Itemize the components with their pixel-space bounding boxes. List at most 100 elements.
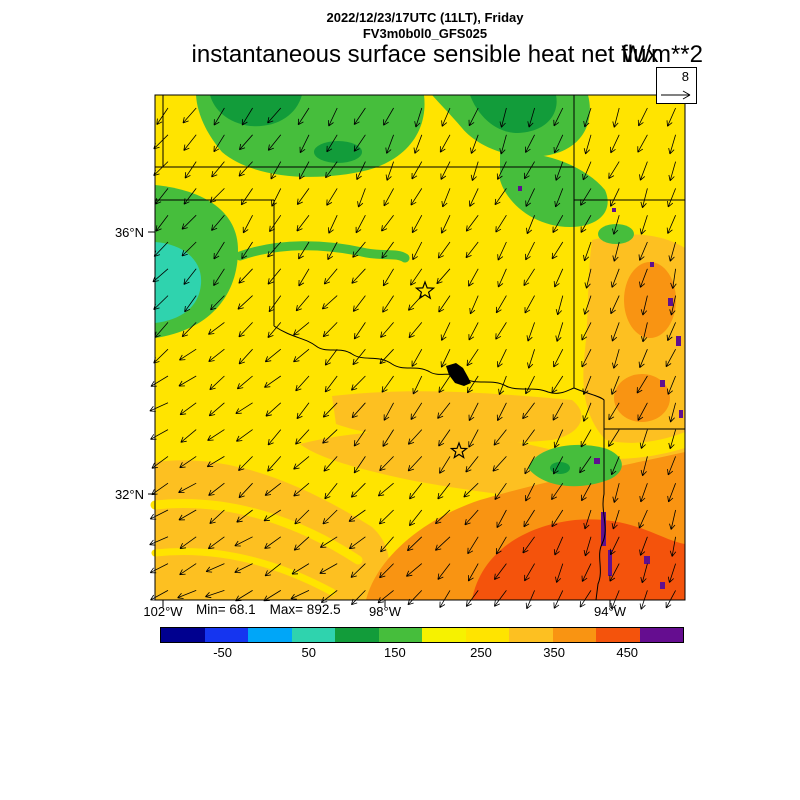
wind-arrow (183, 188, 197, 205)
wind-arrow (380, 322, 394, 338)
wind-arrow (470, 161, 479, 181)
wind-arrow (299, 161, 310, 180)
wind-arrow (582, 375, 592, 395)
wind-arrow (210, 295, 225, 311)
wind-arrow (495, 214, 507, 233)
wind-arrow (150, 429, 169, 440)
wind-arrow (235, 590, 253, 602)
wind-arrow (234, 536, 253, 547)
wind-arrow (382, 268, 394, 287)
wind-arrow (522, 536, 535, 554)
wind-arrow (553, 429, 564, 449)
wind-arrow (497, 241, 507, 261)
wind-arrow (209, 509, 225, 524)
wind-arrow (319, 536, 338, 548)
wind-arrow (319, 563, 338, 574)
wind-arrow (213, 268, 225, 286)
wind-arrow (183, 134, 197, 151)
wind-arrow (467, 375, 479, 394)
wind-arrow (180, 429, 197, 443)
wind-arrow (209, 188, 225, 203)
wind-arrow (582, 161, 592, 181)
wind-arrow (234, 563, 253, 574)
city-star-markers (414, 280, 469, 459)
wind-arrow (495, 322, 507, 340)
extreme-value-specks (518, 186, 683, 589)
wind-arrow (208, 348, 225, 362)
flux-fill-regions (150, 95, 685, 600)
wind-arrow (267, 322, 282, 338)
wind-arrow (465, 456, 479, 473)
colorbar-segment (509, 628, 553, 642)
wind-arrow (385, 161, 394, 181)
wind-arrow (298, 241, 310, 260)
wind-arrow (151, 456, 169, 469)
wind-arrows (149, 107, 677, 610)
wind-arrow (238, 161, 253, 177)
wind-arrow (237, 295, 253, 310)
wind-arrow (579, 456, 592, 474)
wind-arrow (411, 349, 423, 367)
wind-arrow (639, 215, 648, 235)
wind-arrow (326, 188, 338, 206)
wind-arrow (525, 483, 535, 502)
colorbar-segment (422, 628, 466, 642)
wind-arrow (205, 590, 225, 599)
wind-arrow (611, 322, 620, 342)
wind-arrow (353, 456, 366, 474)
wind-arrow (213, 134, 225, 153)
wind-arrow (464, 509, 479, 526)
wind-arrow (612, 349, 620, 369)
wind-arrow (381, 375, 394, 393)
wind-arrow (523, 509, 535, 528)
wind-arrow (327, 241, 338, 261)
wind-arrow (552, 402, 564, 421)
wind-arrow (151, 482, 169, 496)
wind-arrow (382, 429, 394, 447)
colorbar (160, 627, 684, 643)
wind-arrow (183, 268, 197, 285)
wind-arrow (639, 429, 648, 449)
wind-arrow (351, 375, 366, 391)
colorbar-segment (378, 628, 422, 642)
wind-arrow (522, 429, 535, 447)
wind-arrow (637, 134, 648, 153)
wind-reference-value: 8 (681, 69, 689, 84)
wind-arrow (639, 590, 648, 610)
wind-arrow (326, 134, 338, 153)
lake-texoma-marker (446, 363, 471, 386)
wind-arrow (436, 268, 451, 285)
wind-arrow (469, 295, 479, 315)
wind-arrow (294, 509, 310, 525)
wind-arrow (149, 402, 169, 412)
wind-arrow (238, 456, 253, 471)
wind-arrow (609, 563, 620, 582)
wind-arrow (610, 134, 620, 154)
min-value-label: Min= 68.1 (196, 602, 256, 617)
wind-arrow (499, 107, 507, 128)
wind-arrow (553, 590, 564, 609)
wind-arrow (612, 483, 620, 503)
wind-arrow (241, 107, 253, 126)
wind-arrow (666, 107, 676, 127)
wind-arrow (153, 348, 169, 364)
wind-arrow (583, 509, 592, 530)
wind-arrow (407, 429, 423, 445)
wind-arrow (206, 456, 225, 468)
wind-arrow (495, 536, 507, 555)
wind-arrow (637, 402, 648, 421)
wind-arrow (438, 429, 451, 447)
wind-arrow (267, 241, 282, 258)
wind-arrow (322, 429, 338, 444)
wind-arrow (551, 482, 564, 501)
wind-arrow (583, 107, 592, 128)
wind-arrow (205, 563, 225, 573)
wind-arrow (525, 590, 535, 610)
wind-arrow (357, 188, 366, 208)
wind-arrow (291, 563, 310, 575)
valid-time-title: 2022/12/23/17UTC (11LT), Friday (326, 10, 524, 25)
wind-arrow (465, 241, 479, 259)
wind-arrow (554, 161, 564, 181)
wind-arrow (583, 134, 592, 155)
